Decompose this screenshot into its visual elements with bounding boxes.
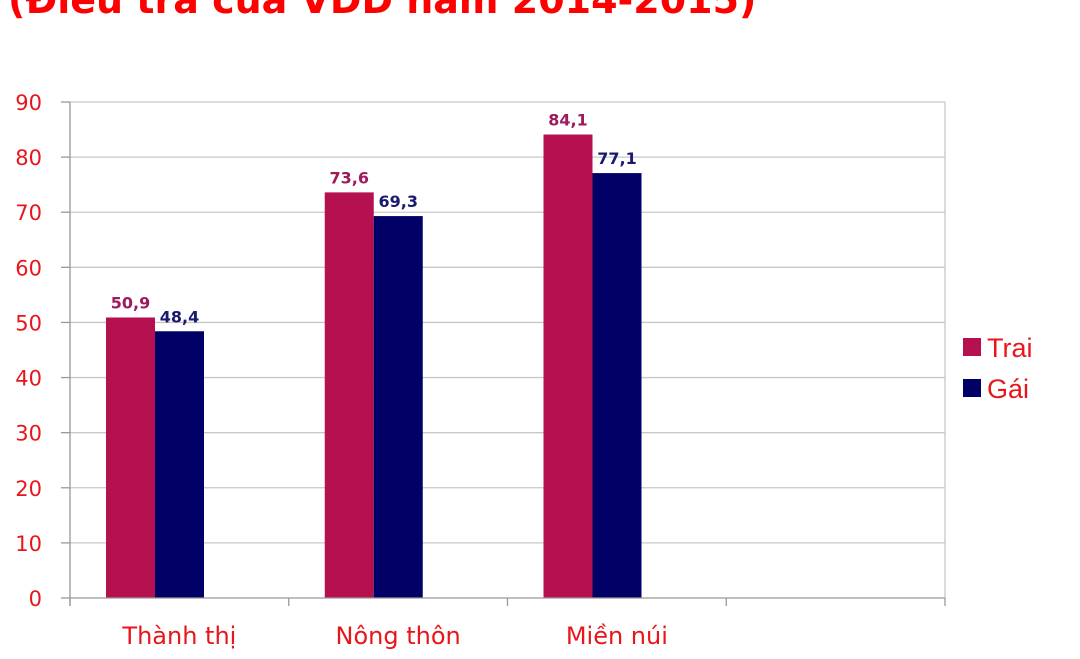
legend-swatch [963, 338, 981, 356]
y-tick-label: 0 [29, 587, 42, 611]
data-label: 77,1 [597, 149, 636, 168]
bar-gi [592, 173, 642, 599]
bar-gi [155, 331, 204, 598]
y-tick-label: 80 [15, 146, 42, 170]
y-tick-label: 30 [15, 422, 42, 446]
x-category-label: Nông thôn [336, 622, 461, 650]
legend-swatch [963, 379, 981, 397]
y-tick-label: 40 [15, 367, 42, 391]
chart-title: (Điều tra của VDD năm 2014-2015) [8, 0, 757, 22]
data-label: 48,4 [160, 307, 199, 326]
data-label: 69,3 [379, 192, 418, 211]
legend-label: Trai [987, 333, 1033, 363]
x-category-label: Miền núi [566, 622, 668, 650]
bar-trai [543, 134, 593, 598]
bar-trai [106, 317, 155, 598]
bar-trai [324, 192, 374, 599]
data-label: 84,1 [548, 111, 587, 130]
y-tick-label: 20 [15, 477, 42, 501]
legend-label: Gái [987, 374, 1029, 404]
data-label: 73,6 [330, 168, 369, 187]
data-label: 50,9 [111, 293, 150, 312]
y-tick-label: 70 [15, 201, 42, 225]
y-tick-label: 10 [15, 532, 42, 556]
bar-gi [373, 216, 423, 598]
x-category-label: Thành thị [121, 622, 236, 650]
y-tick-label: 60 [15, 256, 42, 280]
y-tick-label: 50 [15, 311, 42, 335]
y-tick-label: 90 [15, 91, 42, 115]
